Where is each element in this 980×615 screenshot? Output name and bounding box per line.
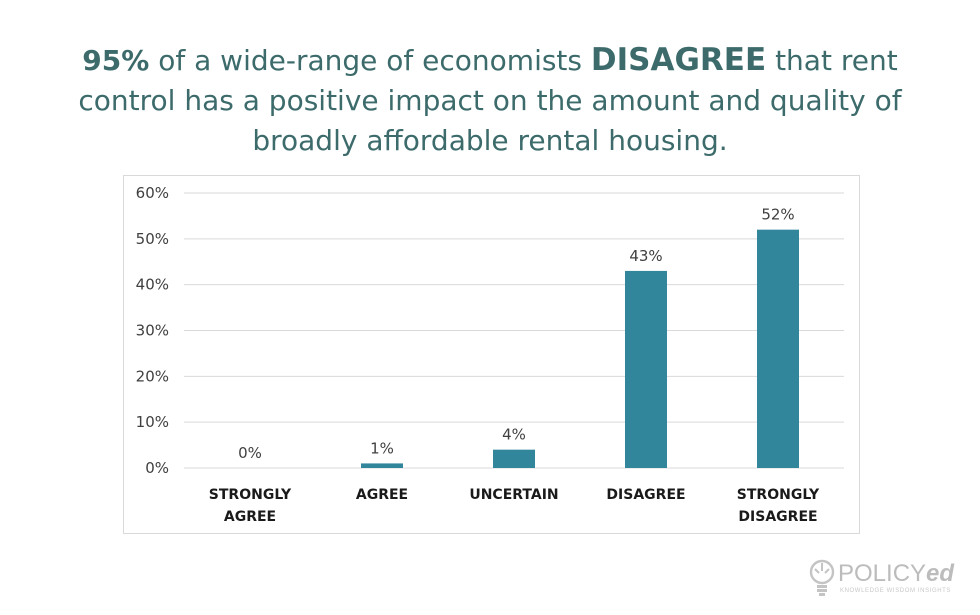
y-tick-label: 10% <box>136 413 169 431</box>
headline-percent: 95% <box>82 44 150 77</box>
bar <box>757 229 799 468</box>
logo-name: POLICYed <box>838 560 955 587</box>
data-label: 52% <box>761 206 794 224</box>
data-label: 43% <box>629 247 662 265</box>
y-tick-label: 50% <box>136 230 169 248</box>
bar <box>361 463 403 468</box>
x-tick-label: DISAGREE <box>738 509 817 525</box>
policyed-logo: POLICYed KNOWLEDGE WISDOM INSIGHTS <box>808 556 968 601</box>
y-tick-label: 0% <box>145 459 169 477</box>
x-tick-label: STRONGLY <box>209 487 292 503</box>
y-tick-label: 40% <box>136 276 169 294</box>
data-label: 1% <box>370 439 394 457</box>
headline-text-2: that rent control has a positive impact … <box>78 44 902 157</box>
headline-text-1: of a wide-range of economists <box>149 44 591 77</box>
headline: 95% of a wide-range of economists DISAGR… <box>40 40 940 161</box>
x-tick-label: STRONGLY <box>737 487 820 503</box>
bar-chart: 0% 10% 20% 30% 40% 50% 60% 0% STRONGLY AGREE 1% AGR… <box>136 184 844 525</box>
headline-emphasis: DISAGREE <box>590 42 767 78</box>
x-tick-label: AGREE <box>224 509 276 525</box>
y-tick-label: 30% <box>136 322 169 340</box>
y-tick-label: 60% <box>136 184 169 202</box>
data-label: 4% <box>502 426 526 444</box>
bar <box>493 449 535 468</box>
logo-tagline: KNOWLEDGE WISDOM INSIGHTS <box>840 588 952 594</box>
bar <box>625 270 667 468</box>
lightbulb-icon <box>809 559 835 596</box>
x-tick-label: AGREE <box>356 487 408 503</box>
x-tick-label: UNCERTAIN <box>469 487 558 503</box>
chart-frame: 0% 10% 20% 30% 40% 50% 60% 0% STRONGLY AGREE 1% AGR… <box>123 175 860 534</box>
data-label: 0% <box>238 444 262 462</box>
x-tick-label: DISAGREE <box>606 487 685 503</box>
y-tick-label: 20% <box>136 367 169 385</box>
